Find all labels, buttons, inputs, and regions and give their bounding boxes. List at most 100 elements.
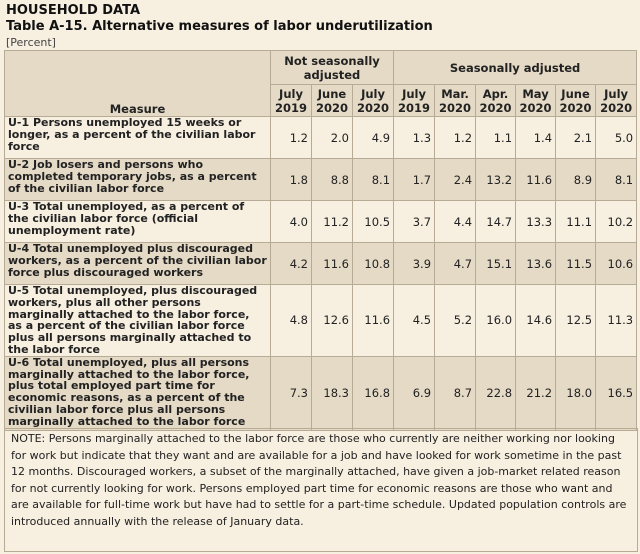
unit-label: [Percent]	[6, 36, 56, 49]
value-cell: 11.5	[555, 242, 597, 285]
value-cell: 4.9	[351, 116, 395, 159]
value-cell: 4.4	[434, 200, 477, 243]
column-header: Mar. 2020	[434, 84, 477, 117]
value-cell: 1.4	[515, 116, 557, 159]
measure-description: U-6 Total unemployed, plus all persons m…	[4, 355, 271, 431]
value-cell: 12.6	[311, 284, 353, 357]
value-cell: 15.1	[475, 242, 517, 285]
column-year: 2020	[600, 100, 633, 115]
value-cell: 3.9	[393, 242, 436, 285]
value-cell: 13.2	[475, 158, 517, 201]
measure-description: U-5 Total unemployed, plus discouraged w…	[4, 284, 271, 357]
measure-description: U-3 Total unemployed, as a percent of th…	[4, 200, 271, 243]
value-cell: 18.3	[311, 355, 353, 431]
value-cell: 11.6	[515, 158, 557, 201]
value-cell: 8.9	[555, 158, 597, 201]
column-header: July 2020	[351, 84, 395, 117]
value-cell: 1.8	[270, 158, 312, 201]
value-cell: 1.1	[475, 116, 517, 159]
measure-description: U-2 Job losers and persons who completed…	[4, 158, 271, 201]
column-year: 2020	[479, 100, 512, 115]
table-row: U-4 Total unemployed plus discouraged wo…	[4, 242, 638, 285]
column-header: May 2020	[515, 84, 557, 117]
column-year: 2020	[559, 100, 592, 115]
column-month: May	[522, 86, 549, 101]
column-header: July 2019	[393, 84, 436, 117]
value-cell: 6.9	[393, 355, 436, 431]
measure-header: Measure	[4, 50, 271, 117]
value-cell: 1.7	[393, 158, 436, 201]
value-cell: 13.6	[515, 242, 557, 285]
value-cell: 4.2	[270, 242, 312, 285]
value-cell: 11.6	[351, 284, 395, 357]
value-cell: 4.5	[393, 284, 436, 357]
value-cell: 5.0	[595, 116, 638, 159]
column-month: Apr.	[482, 86, 509, 101]
value-cell: 3.7	[393, 200, 436, 243]
column-header: June 2020	[555, 84, 597, 117]
value-cell: 11.1	[555, 200, 597, 243]
value-cell: 8.7	[434, 355, 477, 431]
value-cell: 11.6	[311, 242, 353, 285]
column-month: June	[317, 86, 347, 101]
value-cell: 2.0	[311, 116, 353, 159]
value-cell: 16.0	[475, 284, 517, 357]
value-cell: 4.7	[434, 242, 477, 285]
group-header-not-seasonally-adjusted: Not seasonally adjusted	[269, 50, 395, 85]
table-row: U-3 Total unemployed, as a percent of th…	[4, 200, 638, 243]
column-year: 2020	[315, 100, 348, 115]
value-cell: 10.5	[351, 200, 395, 243]
value-cell: 2.1	[555, 116, 597, 159]
table-note: NOTE: Persons marginally attached to the…	[4, 428, 638, 552]
measure-description: U-1 Persons unemployed 15 weeks or longe…	[4, 116, 271, 159]
value-cell: 16.5	[595, 355, 638, 431]
column-month: July	[279, 86, 303, 101]
value-cell: 14.6	[515, 284, 557, 357]
value-cell: 8.1	[595, 158, 638, 201]
value-cell: 8.8	[311, 158, 353, 201]
value-cell: 21.2	[515, 355, 557, 431]
value-cell: 1.3	[393, 116, 436, 159]
value-cell: 7.3	[270, 355, 312, 431]
value-cell: 14.7	[475, 200, 517, 243]
column-year: 2020	[357, 100, 390, 115]
column-header: June 2020	[311, 84, 353, 117]
column-month: June	[561, 86, 590, 101]
value-cell: 2.4	[434, 158, 477, 201]
column-header: Apr. 2020	[475, 84, 517, 117]
table-row: U-1 Persons unemployed 15 weeks or longe…	[4, 116, 638, 159]
column-year: 2019	[274, 100, 307, 115]
value-cell: 16.8	[351, 355, 395, 431]
table-row: U-5 Total unemployed, plus discouraged w…	[4, 284, 638, 357]
value-cell: 5.2	[434, 284, 477, 357]
value-cell: 18.0	[555, 355, 597, 431]
value-cell: 10.2	[595, 200, 638, 243]
table-title: Table A-15. Alternative measures of labo…	[6, 19, 433, 34]
column-month: July	[361, 86, 385, 101]
column-month: July	[604, 86, 629, 101]
value-cell: 4.8	[270, 284, 312, 357]
column-year: 2019	[398, 100, 431, 115]
column-year: 2020	[519, 100, 552, 115]
value-cell: 1.2	[434, 116, 477, 159]
value-cell: 11.3	[595, 284, 638, 357]
value-cell: 10.8	[351, 242, 395, 285]
value-cell: 11.2	[311, 200, 353, 243]
value-cell: 1.2	[270, 116, 312, 159]
section-heading: HOUSEHOLD DATA	[6, 3, 141, 18]
column-header: July 2019	[270, 84, 312, 117]
group-header-seasonally-adjusted: Seasonally adjusted	[393, 50, 638, 85]
value-cell: 4.0	[270, 200, 312, 243]
table-row: U-6 Total unemployed, plus all persons m…	[4, 355, 638, 431]
value-cell: 10.6	[595, 242, 638, 285]
measure-description: U-4 Total unemployed plus discouraged wo…	[4, 242, 271, 285]
column-year: 2020	[439, 100, 472, 115]
value-cell: 8.1	[351, 158, 395, 201]
column-month: July	[402, 86, 426, 101]
value-cell: 12.5	[555, 284, 597, 357]
column-header: July 2020	[595, 84, 638, 117]
value-cell: 22.8	[475, 355, 517, 431]
underutilization-table: Measure Not seasonally adjusted Seasonal…	[4, 50, 638, 431]
table-row: U-2 Job losers and persons who completed…	[4, 158, 638, 201]
column-month: Mar.	[441, 86, 469, 101]
